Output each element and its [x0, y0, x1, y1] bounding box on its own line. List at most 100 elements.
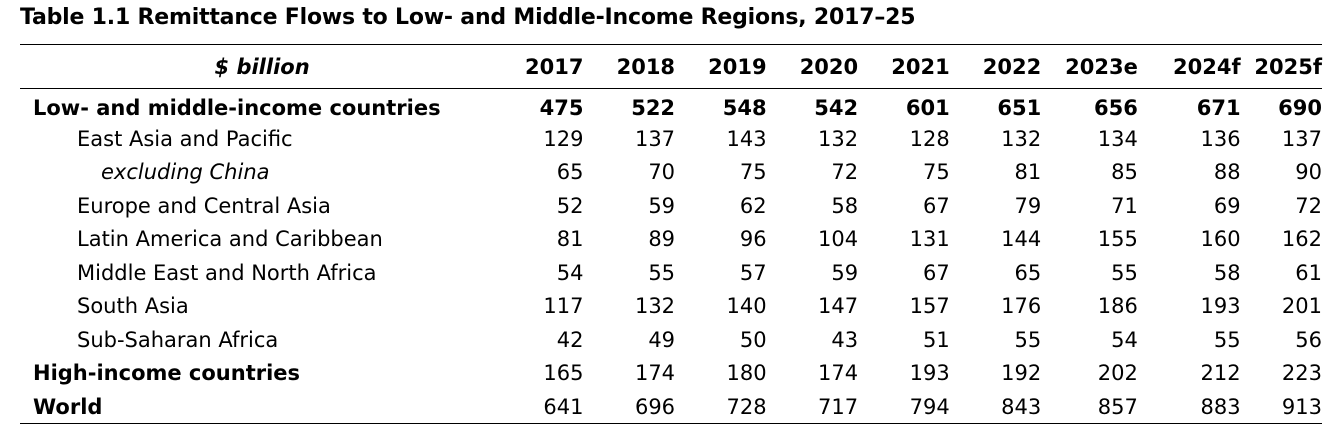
row-label: High-income countries: [33, 361, 301, 386]
value-cell: 43: [831, 327, 859, 352]
table-row: Middle East and North Africa 54 55 57 59 67 65…: [20, 256, 1322, 290]
value-cell: 55: [1014, 327, 1042, 352]
value-cell: 136: [1200, 126, 1241, 151]
value-cell: 81: [556, 227, 584, 252]
value-cell: 42: [556, 327, 584, 352]
value-cell: 54: [1111, 327, 1138, 352]
value-cell: 132: [818, 126, 859, 151]
year-header: 2023e: [1041, 44, 1138, 89]
year-header: 2017: [504, 44, 584, 89]
value-cell: 71: [1111, 193, 1138, 218]
value-cell: 651: [997, 95, 1042, 120]
value-cell: 717: [766, 390, 859, 424]
value-cell: 641: [504, 390, 584, 424]
value-cell: 134: [1097, 126, 1138, 151]
year-header: 2021: [858, 44, 950, 89]
value-cell: 186: [1097, 294, 1138, 319]
table-body: Low- and middle-income countries 475 522 54…: [20, 89, 1322, 424]
value-cell: 160: [1200, 227, 1241, 252]
table-row: Sub-Saharan Africa 42 49 50 43 51 55 54 55 56: [20, 323, 1322, 357]
value-cell: 81: [1014, 160, 1042, 185]
value-cell: 143: [726, 126, 767, 151]
value-cell: 57: [739, 260, 767, 285]
value-cell: 193: [1200, 294, 1241, 319]
unit-header: $ billion: [20, 44, 505, 89]
value-cell: 54: [556, 260, 584, 285]
year-header: 2018: [583, 44, 676, 89]
value-cell: 728: [675, 390, 767, 424]
value-cell: 75: [739, 160, 767, 185]
value-cell: 201: [1281, 294, 1322, 319]
value-cell: 90: [1295, 160, 1322, 185]
value-cell: 132: [1001, 126, 1042, 151]
year-header: 2025f: [1240, 44, 1322, 89]
value-cell: 162: [1281, 227, 1322, 252]
value-cell: 165: [543, 361, 584, 386]
year-header: 2024f: [1137, 44, 1241, 89]
value-cell: 128: [909, 126, 950, 151]
table-row: Latin America and Caribbean 81 89 96 104 131 1…: [20, 223, 1322, 257]
value-cell: 62: [739, 193, 767, 218]
value-cell: 49: [648, 327, 676, 352]
value-cell: 55: [648, 260, 676, 285]
value-cell: 883: [1137, 390, 1241, 424]
value-cell: 67: [922, 193, 950, 218]
value-cell: 67: [922, 260, 950, 285]
value-cell: 89: [648, 227, 676, 252]
table-row: Low- and middle-income countries 475 522 54…: [20, 89, 1322, 123]
year-header: 2019: [675, 44, 767, 89]
row-label: Middle East and North Africa: [77, 260, 377, 285]
value-cell: 656: [1094, 95, 1138, 120]
value-cell: 223: [1281, 361, 1322, 386]
table-row: World 641 696 728 717 794 843 857 883 913: [20, 390, 1322, 424]
value-cell: 522: [631, 95, 676, 120]
value-cell: 140: [726, 294, 767, 319]
value-cell: 137: [634, 126, 676, 151]
table-title: Table 1.1 Remittance Flows to Low- and M…: [20, 5, 916, 30]
value-cell: 56: [1295, 327, 1322, 352]
value-cell: 75: [922, 160, 950, 185]
table-row: excluding China 65 70 75 72 75 81 85 88 90: [20, 156, 1322, 190]
value-cell: 202: [1097, 361, 1138, 386]
row-label: East Asia and Pacific: [77, 126, 293, 151]
remittance-table: $ billion 2017 2018 2019 2020 2021 2022 …: [20, 44, 1322, 424]
table-row: East Asia and Pacific 129 137 143 132 128 132 1…: [20, 122, 1322, 156]
value-cell: 548: [722, 95, 767, 120]
value-cell: 144: [1001, 227, 1042, 252]
value-cell: 157: [909, 294, 950, 319]
value-cell: 794: [858, 390, 950, 424]
value-cell: 475: [539, 95, 584, 120]
remittance-table-container: $ billion 2017 2018 2019 2020 2021 2022 …: [20, 44, 1322, 424]
value-cell: 55: [1213, 327, 1241, 352]
value-cell: 55: [1111, 260, 1138, 285]
value-cell: 58: [1213, 260, 1241, 285]
value-cell: 72: [1295, 193, 1322, 218]
value-cell: 79: [1014, 193, 1042, 218]
value-cell: 72: [831, 160, 859, 185]
value-cell: 671: [1196, 95, 1241, 120]
table-row: South Asia 117 132 140 147 157 176 186 193 201: [20, 290, 1322, 324]
value-cell: 129: [543, 126, 584, 151]
value-cell: 137: [1281, 126, 1322, 151]
value-cell: 193: [909, 361, 950, 386]
value-cell: 843: [949, 390, 1042, 424]
row-label: World: [20, 390, 505, 424]
table-row: High-income countries 165 174 180 174 193 192 2…: [20, 357, 1322, 391]
value-cell: 70: [648, 160, 676, 185]
value-cell: 59: [648, 193, 676, 218]
value-cell: 59: [831, 260, 859, 285]
value-cell: 65: [556, 160, 584, 185]
value-cell: 51: [922, 327, 950, 352]
value-cell: 176: [1001, 294, 1042, 319]
value-cell: 88: [1213, 160, 1241, 185]
value-cell: 857: [1041, 390, 1138, 424]
value-cell: 65: [1014, 260, 1042, 285]
value-cell: 913: [1240, 390, 1322, 424]
row-label: Europe and Central Asia: [77, 193, 331, 218]
value-cell: 85: [1111, 160, 1138, 185]
row-label: excluding China: [101, 160, 270, 185]
value-cell: 131: [909, 227, 950, 252]
year-header: 2022: [949, 44, 1042, 89]
row-label: Low- and middle-income countries: [33, 95, 441, 120]
value-cell: 58: [831, 193, 859, 218]
